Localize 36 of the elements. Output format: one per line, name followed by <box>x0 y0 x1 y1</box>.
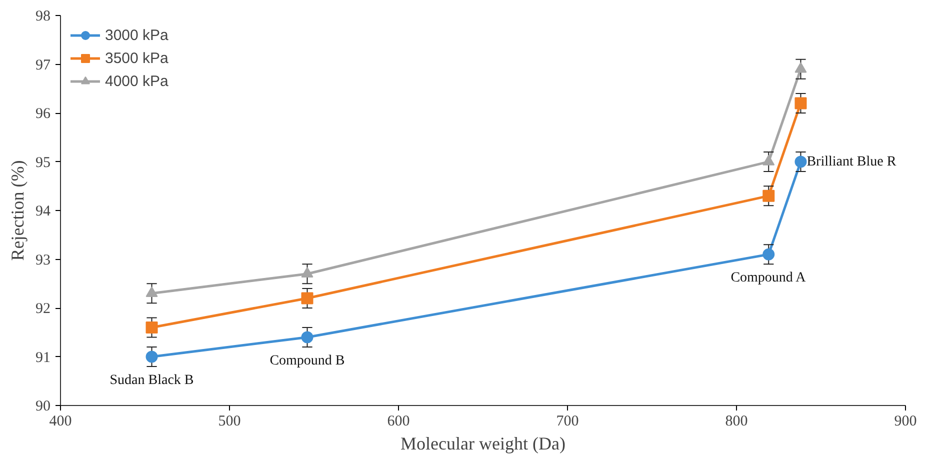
y-tick-label: 91 <box>36 350 50 366</box>
point <box>794 97 807 110</box>
legend-label: 3500 kPa <box>105 50 168 66</box>
legend-label: 4000 kPa <box>105 72 168 90</box>
y-tick-label: 90 <box>36 398 50 414</box>
x-tick-label: 400 <box>49 414 72 430</box>
x-tick-label: 500 <box>218 414 241 430</box>
y-tick-label: 94 <box>36 204 51 220</box>
point <box>762 248 775 260</box>
x-tick-label: 700 <box>556 414 579 430</box>
y-tick-label: 96 <box>36 106 51 122</box>
x-tick-label: 900 <box>894 414 917 430</box>
point <box>301 331 314 344</box>
point <box>762 154 775 166</box>
point <box>301 292 314 304</box>
point <box>301 267 314 278</box>
y-axis-title: Rejection (%) <box>8 160 28 261</box>
point <box>146 350 158 363</box>
point <box>146 322 158 334</box>
annotation: Compound B <box>270 353 345 368</box>
point <box>146 286 158 298</box>
x-tick-label: 600 <box>387 414 410 430</box>
x-tick-label: 800 <box>725 414 748 430</box>
y-tick-label: 98 <box>36 8 50 24</box>
point <box>794 62 807 73</box>
y-tick-label: 97 <box>36 57 51 74</box>
y-tick-label: 93 <box>36 252 50 268</box>
annotation: Compound A <box>730 270 807 286</box>
point <box>762 190 775 202</box>
point <box>794 156 807 168</box>
annotation: Sudan Black B <box>110 372 194 388</box>
annotation: Brilliant Blue R <box>806 154 897 170</box>
y-tick-label: 95 <box>36 154 50 171</box>
legend-label: 3000 kPa <box>105 26 168 44</box>
y-tick-label: 92 <box>36 301 50 317</box>
x-axis-title: Molecular weight (Da) <box>400 434 566 454</box>
